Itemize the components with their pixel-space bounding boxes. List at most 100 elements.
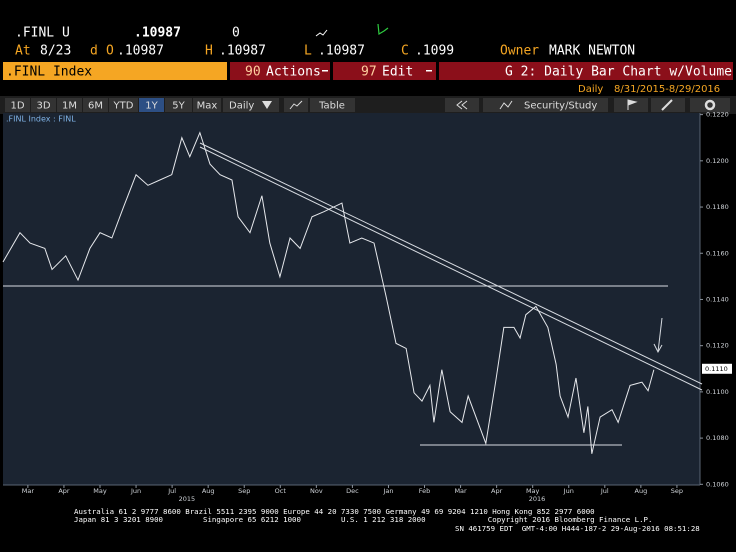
x-tick-label: Apr bbox=[58, 487, 70, 495]
legend: .FINL Index : FINL bbox=[6, 115, 76, 124]
function-bar: .FINL Index 90 Actions 97 Edit G 2: Dail… bbox=[3, 62, 733, 95]
range-label: YTD bbox=[113, 101, 134, 112]
x-tick-label: Jun bbox=[563, 487, 574, 495]
edit-icon bbox=[661, 99, 673, 111]
x-tick-label: Aug bbox=[202, 487, 215, 495]
study-button[interactable] bbox=[483, 98, 608, 112]
settings-icon bbox=[704, 99, 716, 111]
x-tick-label: Jul bbox=[600, 487, 609, 495]
range-label: 3D bbox=[36, 101, 50, 112]
toolbar: 1D 3D 1M 6M YTD 1Y 5Y Max Daily Table Security/Stu… bbox=[0, 96, 736, 114]
chart-icon bbox=[289, 100, 303, 110]
x-tick-label: Sep bbox=[238, 487, 250, 495]
price: .10987 bbox=[134, 26, 181, 41]
arrow-head bbox=[653, 343, 663, 354]
last-value-label: 0.1110 bbox=[705, 365, 728, 373]
range-label: 5Y bbox=[172, 101, 185, 112]
close: .1099 bbox=[415, 44, 454, 59]
flag-button[interactable] bbox=[614, 98, 648, 112]
x-tick-label: Aug bbox=[635, 487, 648, 495]
footer-line: SN 461759 EDT GMT-4:00 H444-187-2 29-Aug… bbox=[455, 524, 700, 533]
high-label: H bbox=[205, 44, 213, 59]
footer-line: Japan 81 3 3201 8900 Singapore 65 6212 1… bbox=[74, 515, 652, 524]
at-value: 8/23 bbox=[40, 44, 71, 59]
edit: Edit bbox=[382, 65, 413, 80]
range-button[interactable] bbox=[31, 98, 56, 112]
range-label: 1D bbox=[10, 101, 24, 112]
year-label: 2015 bbox=[179, 495, 196, 503]
y-tick-label: 0.1080 bbox=[706, 434, 729, 442]
study-icon bbox=[499, 100, 513, 110]
x-tick-label: Mar bbox=[454, 487, 467, 495]
back-icon bbox=[456, 100, 468, 110]
owner: MARK NEWTON bbox=[549, 44, 635, 59]
high: .10987 bbox=[219, 44, 266, 59]
low-label: L bbox=[304, 44, 312, 59]
x-tick-label: Jul bbox=[167, 487, 176, 495]
price-line bbox=[2, 131, 655, 454]
y-tick-label: 0.1100 bbox=[706, 388, 729, 396]
actions-button[interactable] bbox=[230, 62, 330, 80]
year-label: 2016 bbox=[529, 495, 546, 503]
range-button[interactable] bbox=[193, 98, 221, 112]
table-label: Table bbox=[318, 101, 345, 112]
x-tick-label: Sep bbox=[671, 487, 683, 495]
x-tick-label: Jan bbox=[382, 487, 393, 495]
close-label: C bbox=[401, 44, 409, 59]
x-tick-label: Nov bbox=[310, 487, 323, 495]
y-tick-label: 0.1140 bbox=[706, 295, 729, 303]
x-tick-label: Jun bbox=[130, 487, 141, 495]
open: .10987 bbox=[117, 44, 164, 59]
edit-button[interactable] bbox=[333, 62, 436, 80]
range-button[interactable] bbox=[57, 98, 82, 112]
y-tick-label: 0.1200 bbox=[706, 157, 729, 165]
y-tick-label: 0.1180 bbox=[706, 203, 729, 211]
plot-area bbox=[3, 113, 700, 485]
security: .FINL Index bbox=[6, 65, 92, 80]
frequency-label: Daily bbox=[229, 101, 254, 112]
range-button[interactable] bbox=[139, 98, 164, 112]
open-label: O bbox=[106, 44, 114, 59]
security-box[interactable] bbox=[3, 62, 227, 80]
d-label: d bbox=[90, 44, 98, 59]
footer-line: Australia 61 2 9777 8600 Brazil 5511 239… bbox=[74, 507, 595, 516]
range-button[interactable] bbox=[5, 98, 30, 112]
sparkline-icon bbox=[377, 23, 389, 36]
chart-title: G 2: Daily Bar Chart w/Volume bbox=[505, 65, 732, 80]
trend-line bbox=[199, 146, 703, 391]
owner-label: Owner bbox=[500, 44, 539, 59]
low: .10987 bbox=[318, 44, 365, 59]
table-button[interactable] bbox=[310, 98, 355, 112]
ticker: .FINL U bbox=[15, 26, 70, 41]
range-button[interactable] bbox=[109, 98, 138, 112]
footer: Australia 61 2 9777 8600 Brazil 5511 239… bbox=[74, 507, 700, 533]
x-tick-label: Feb bbox=[419, 487, 431, 495]
flag-icon bbox=[627, 99, 638, 110]
last-value-box bbox=[702, 363, 732, 374]
x-tick-label: Oct bbox=[275, 487, 287, 495]
y-tick-label: 0.1060 bbox=[706, 480, 729, 488]
x-tick-label: Dec bbox=[346, 487, 359, 495]
dropdown-icon bbox=[262, 101, 272, 109]
drawn-lines bbox=[3, 142, 703, 446]
trend-line bbox=[199, 142, 703, 385]
range-button[interactable] bbox=[83, 98, 108, 112]
change: 0 bbox=[232, 26, 240, 41]
x-tick-label: Apr bbox=[491, 487, 503, 495]
range-button[interactable] bbox=[165, 98, 192, 112]
actions-num: 90 bbox=[245, 65, 261, 80]
settings-button[interactable] bbox=[690, 98, 730, 112]
at-label: At bbox=[15, 44, 31, 59]
sparkline-icon bbox=[315, 29, 328, 37]
y-tick-label: 0.1220 bbox=[706, 111, 729, 119]
actions: Actions bbox=[266, 65, 321, 80]
header: .FINL U .10987 0 At 8/23 d O .10987 H .1… bbox=[15, 23, 635, 59]
dropdown-icon bbox=[322, 70, 328, 72]
x-tick-label: May bbox=[93, 487, 107, 495]
range-label: Max bbox=[197, 101, 218, 112]
x-tick-label: Mar bbox=[22, 487, 35, 495]
arrow bbox=[657, 317, 663, 353]
dropdown-icon bbox=[426, 70, 432, 72]
edit-num: 97 bbox=[361, 65, 377, 80]
